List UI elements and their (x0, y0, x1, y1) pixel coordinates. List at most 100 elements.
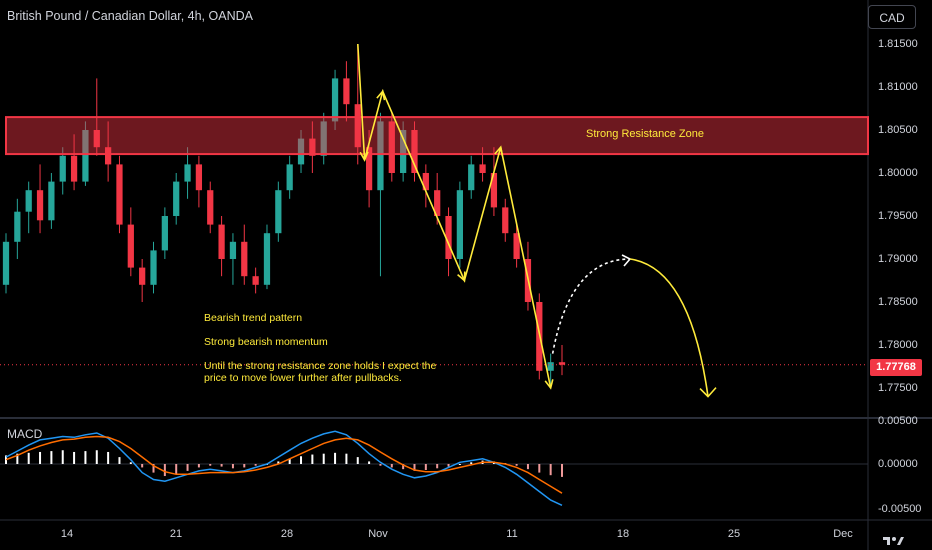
candle-body (331, 78, 339, 122)
candle-body (456, 190, 463, 259)
resistance-zone[interactable] (5, 116, 869, 156)
pattern-arrows[interactable] (357, 43, 717, 398)
macd-histogram-bar (436, 464, 439, 469)
annotation-note[interactable]: Until the strong resistance zone holds I… (204, 360, 437, 372)
candle-body (286, 164, 293, 191)
candle-body (343, 78, 350, 105)
resistance-zone-label[interactable]: Strong Resistance Zone (586, 128, 705, 140)
candle-body (48, 181, 55, 221)
candle-body (150, 250, 157, 285)
candle-body (207, 190, 214, 225)
macd-axis-label: 0.00000 (878, 458, 918, 470)
candle-body (309, 138, 316, 156)
resistance-zone-box (5, 116, 869, 156)
macd-histogram-bar (368, 461, 371, 464)
candle-body (445, 216, 452, 259)
macd-axis-label: 0.00500 (878, 415, 918, 427)
candle-body (320, 121, 327, 156)
drop-projection (629, 258, 709, 397)
macd-histogram-bar (254, 464, 257, 466)
candle-body (468, 164, 475, 191)
macd-histogram-bar (129, 462, 132, 464)
candle-body (388, 121, 395, 173)
macd-histogram-bar (118, 457, 121, 464)
annotation-note[interactable]: Strong bearish momentum (204, 336, 328, 348)
price-axis-label: 1.78500 (878, 296, 918, 308)
price-axis-label: 1.80000 (878, 167, 918, 179)
macd-histogram-bar (390, 464, 393, 468)
pullback-arrow-head (621, 254, 632, 267)
macd-histogram-bar (186, 464, 189, 471)
macd-histogram-bar (334, 452, 337, 464)
arrow-head (457, 271, 466, 283)
macd-histogram-bar (470, 462, 473, 464)
macd-histogram-bar (413, 464, 416, 471)
candle-body (93, 130, 100, 148)
macd-histogram-bar (39, 451, 42, 464)
candle-body (218, 224, 225, 259)
currency-button[interactable]: CAD (868, 5, 916, 29)
time-axis-label: 18 (616, 528, 630, 540)
macd-histogram-bar (84, 451, 87, 464)
candle-body (105, 147, 112, 165)
candle-body (59, 155, 66, 182)
arrow-head (544, 379, 554, 390)
candle-body (377, 121, 384, 191)
symbol-title[interactable]: British Pound / Canadian Dollar, 4h, OAN… (7, 9, 253, 23)
macd-histogram-bar (402, 464, 405, 470)
arrow-head (494, 145, 504, 157)
macd-histogram-bar (141, 464, 144, 468)
macd-histogram-bar (61, 450, 64, 464)
candle-body (479, 164, 486, 173)
signal-line (5, 435, 563, 494)
candle-body (14, 211, 21, 242)
macd-histogram-bar (322, 453, 325, 464)
pullback-projection (551, 258, 631, 354)
time-axis-label: 14 (60, 528, 74, 540)
macd-histogram-bar (175, 464, 178, 475)
arrow-head (376, 89, 386, 101)
macd-histogram-bar (209, 464, 212, 466)
candle-body (229, 241, 237, 259)
annotation-note[interactable]: Bearish trend pattern (204, 312, 303, 324)
tradingview-logo-icon[interactable] (882, 535, 922, 547)
macd-histogram-bar (300, 456, 303, 464)
candle-body (195, 164, 203, 191)
candle-body (184, 164, 191, 182)
candle-body (513, 233, 520, 259)
arrow-head (359, 151, 369, 162)
macd-axis-label: -0.00500 (878, 503, 922, 515)
candle-body (2, 241, 10, 285)
macd-histogram-bar (515, 464, 518, 466)
macd-histogram-bar (197, 464, 200, 468)
time-axis-label: 25 (727, 528, 741, 540)
macd-histogram-bar (526, 464, 529, 470)
candle-body (139, 267, 146, 285)
macd-histogram-bar (243, 464, 246, 468)
price-axis-label: 1.81500 (878, 38, 918, 50)
time-axis-label: Nov (368, 528, 388, 540)
candle-body (263, 233, 271, 285)
candle-body (70, 155, 78, 182)
candle-body (275, 190, 282, 234)
macd-histogram-bar (27, 452, 30, 464)
candle-body (173, 181, 180, 216)
macd-histogram-bar (288, 458, 291, 464)
time-axis-label: 28 (280, 528, 294, 540)
macd-histogram-bar (73, 451, 76, 464)
time-axis-label: Dec (833, 528, 853, 540)
candle-body (547, 362, 554, 371)
candle-body (434, 190, 441, 216)
time-axis-label: 21 (169, 528, 183, 540)
candle-body (422, 173, 429, 191)
candle-body (297, 138, 305, 165)
annotation-note[interactable]: price to move lower further after pullba… (204, 372, 402, 384)
candles-group (2, 44, 566, 388)
candle-body (161, 216, 168, 251)
macd-indicator-label[interactable]: MACD (7, 427, 43, 441)
candle-body (490, 173, 498, 208)
macd-histogram-bar (152, 464, 155, 473)
macd-histogram-bar (95, 450, 98, 464)
candle-body (411, 130, 418, 173)
